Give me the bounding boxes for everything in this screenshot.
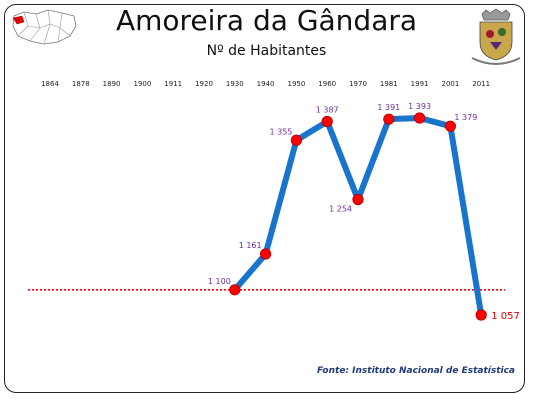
- data-label: 1 057: [491, 311, 520, 322]
- x-tick-label: 1911: [164, 80, 182, 88]
- x-tick-label: 1940: [257, 80, 275, 88]
- chart-subtitle: Nº de Habitantes: [206, 43, 327, 59]
- chart-frame: [4, 4, 525, 393]
- data-label: 1 355: [269, 127, 292, 136]
- x-tick-label: 1864: [41, 80, 59, 88]
- x-tick-label: 1991: [411, 80, 429, 88]
- x-tick-label: 1960: [318, 80, 336, 88]
- data-point-marker: [475, 309, 487, 321]
- source-note: Fonte: Instituto Nacional de Estatística: [316, 366, 515, 376]
- parish-coat-of-arms-icon: [471, 8, 521, 65]
- data-point-marker: [383, 113, 395, 125]
- data-markers: [229, 112, 487, 321]
- x-tick-label: 1920: [195, 80, 213, 88]
- x-tick-label: 1970: [349, 80, 367, 88]
- data-point-marker: [290, 134, 302, 146]
- x-tick-label: 1930: [226, 80, 244, 88]
- data-point-marker: [229, 284, 241, 296]
- data-labels: 1 100 1 161 1 355 1 387 1 254 1 391 1 393 1 379…: [208, 102, 520, 322]
- x-tick-label: 1900: [133, 80, 151, 88]
- data-label: 1 161: [239, 241, 262, 250]
- x-tick-label: 1950: [287, 80, 305, 88]
- x-tick-label: 1878: [72, 80, 90, 88]
- data-label: 1 393: [408, 102, 431, 111]
- x-axis-ticks: 1864 1878 1890 1900 1911 1920 1930 1940 1950 1960…: [41, 80, 490, 88]
- data-label: 1 100: [208, 277, 231, 286]
- series-line: [231, 115, 485, 318]
- chart-title: Amoreira da Gândara: [115, 4, 418, 37]
- x-tick-label: 2011: [472, 80, 490, 88]
- data-point-marker: [352, 193, 364, 206]
- data-label: 1 379: [454, 113, 477, 122]
- data-point-marker: [444, 120, 456, 132]
- data-label: 1 387: [316, 106, 339, 115]
- x-tick-label: 1981: [380, 80, 398, 88]
- x-tick-label: 1890: [103, 80, 121, 88]
- x-tick-label: 2001: [441, 80, 459, 88]
- data-label: 1 254: [329, 204, 352, 213]
- data-label: 1 391: [377, 103, 400, 112]
- data-point-marker: [413, 112, 426, 124]
- portugal-location-map-icon: [12, 9, 77, 45]
- data-point-marker: [321, 115, 333, 128]
- data-point-marker: [259, 248, 272, 260]
